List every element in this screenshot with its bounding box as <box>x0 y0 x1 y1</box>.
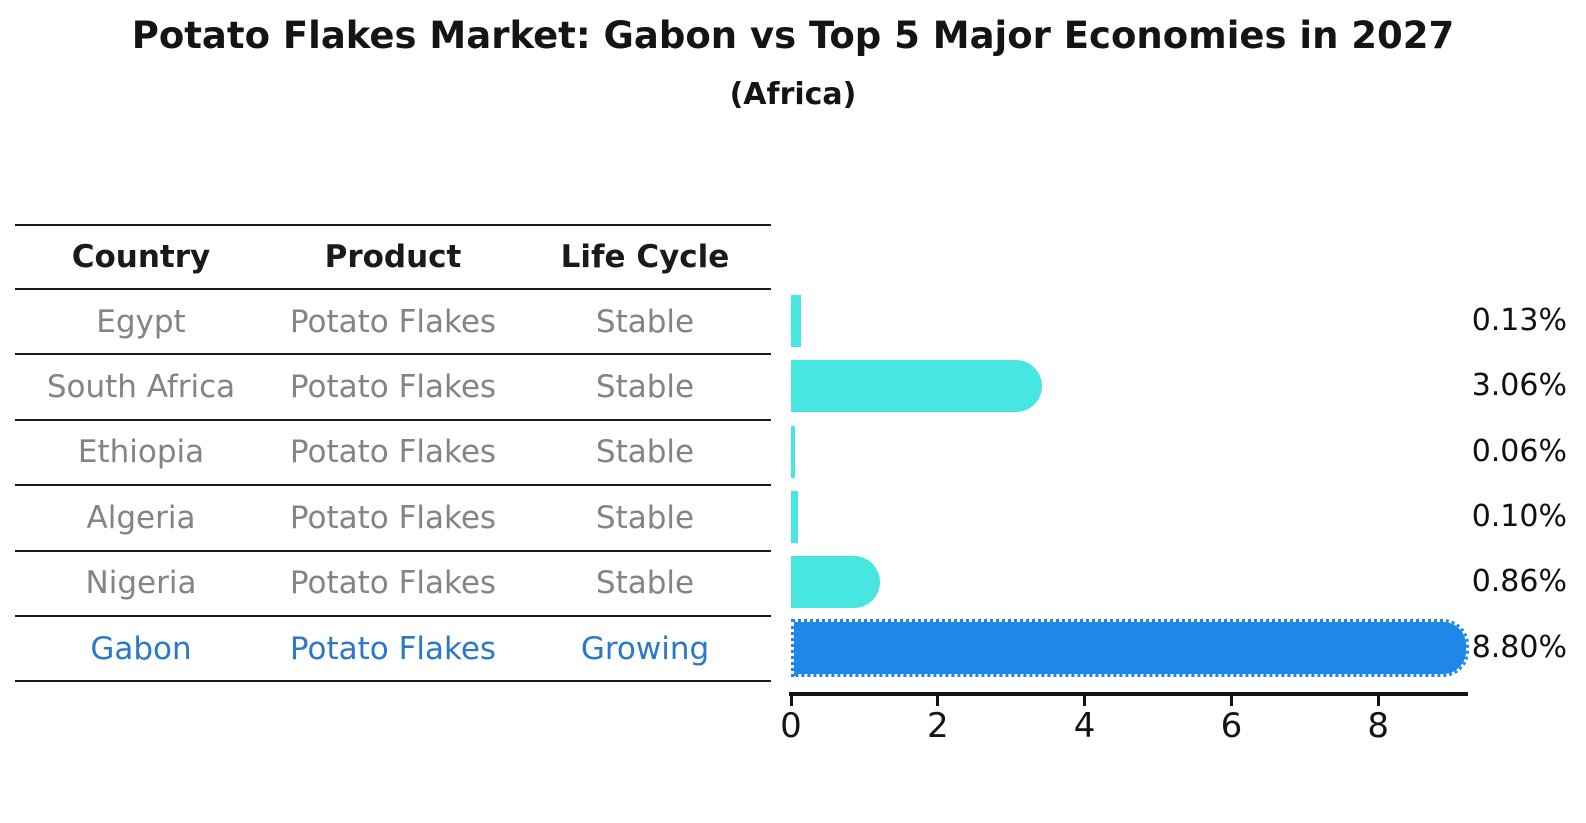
x-axis-tick-label: 2 <box>926 706 949 746</box>
cell-life-cycle: Stable <box>595 303 695 340</box>
table-row-egypt: Egypt Potato Flakes Stable <box>15 290 771 356</box>
x-axis-tick <box>789 696 793 706</box>
table-row-south-africa: South Africa Potato Flakes Stable <box>15 355 771 421</box>
chart-title: Potato Flakes Market: Gabon vs Top 5 Maj… <box>131 14 1455 57</box>
bar-south-africa <box>791 360 1042 413</box>
header-life-cycle: Life Cycle <box>560 239 730 275</box>
table-row-nigeria: Nigeria Potato Flakes Stable <box>15 552 771 617</box>
table-row-algeria: Algeria Potato Flakes Stable <box>15 486 771 552</box>
cell-country: Nigeria <box>85 565 197 602</box>
cell-product: Potato Flakes <box>289 565 497 602</box>
cell-product: Potato Flakes <box>289 630 497 667</box>
bar-algeria <box>791 490 799 543</box>
x-axis-tick <box>1229 696 1233 706</box>
cell-product: Potato Flakes <box>289 303 497 340</box>
x-axis-tick <box>1376 696 1380 706</box>
x-axis-tick-label: 0 <box>780 706 802 746</box>
table-row-gabon: Gabon Potato Flakes Growing <box>15 617 771 683</box>
cell-country: Ethiopia <box>77 434 205 471</box>
x-axis-spine <box>789 692 1468 696</box>
cell-product: Potato Flakes <box>289 499 497 536</box>
value-label-algeria: 0.10% <box>1471 498 1567 534</box>
bar-nigeria <box>791 556 881 609</box>
x-axis-tick <box>1083 696 1087 706</box>
cell-life-cycle: Stable <box>595 499 695 536</box>
header-product: Product <box>324 239 462 275</box>
table-header-row: Country Product Life Cycle <box>15 226 771 290</box>
x-axis-tick-label: 8 <box>1367 706 1389 746</box>
table-row-ethiopia: Ethiopia Potato Flakes Stable <box>15 421 771 487</box>
cell-product: Potato Flakes <box>289 369 497 406</box>
value-label-south-africa: 3.06% <box>1471 368 1567 404</box>
cell-product: Potato Flakes <box>289 434 497 471</box>
header-country: Country <box>71 239 211 275</box>
bar-gabon <box>791 618 1469 677</box>
value-label-ethiopia: 0.06% <box>1471 433 1567 469</box>
cell-country: Gabon <box>90 630 192 667</box>
cell-country: Algeria <box>86 499 196 536</box>
cell-life-cycle: Growing <box>580 630 710 667</box>
cell-country: Egypt <box>96 303 186 340</box>
bar-egypt <box>791 294 801 347</box>
country-table: Country Product Life Cycle Egypt Potato … <box>15 224 771 683</box>
x-axis-tick-label: 4 <box>1073 706 1096 746</box>
cell-life-cycle: Stable <box>595 434 695 471</box>
value-label-egypt: 0.13% <box>1471 302 1567 338</box>
chart-subtitle: (Africa) <box>729 77 857 112</box>
cell-country: South Africa <box>46 369 236 406</box>
x-axis-tick-label: 6 <box>1220 706 1243 746</box>
cell-life-cycle: Stable <box>595 565 695 602</box>
value-label-gabon: 8.80% <box>1471 629 1567 665</box>
bar-ethiopia <box>791 425 796 478</box>
cell-life-cycle: Stable <box>595 369 695 406</box>
value-label-nigeria: 0.86% <box>1471 564 1567 600</box>
x-axis-tick <box>936 696 940 706</box>
